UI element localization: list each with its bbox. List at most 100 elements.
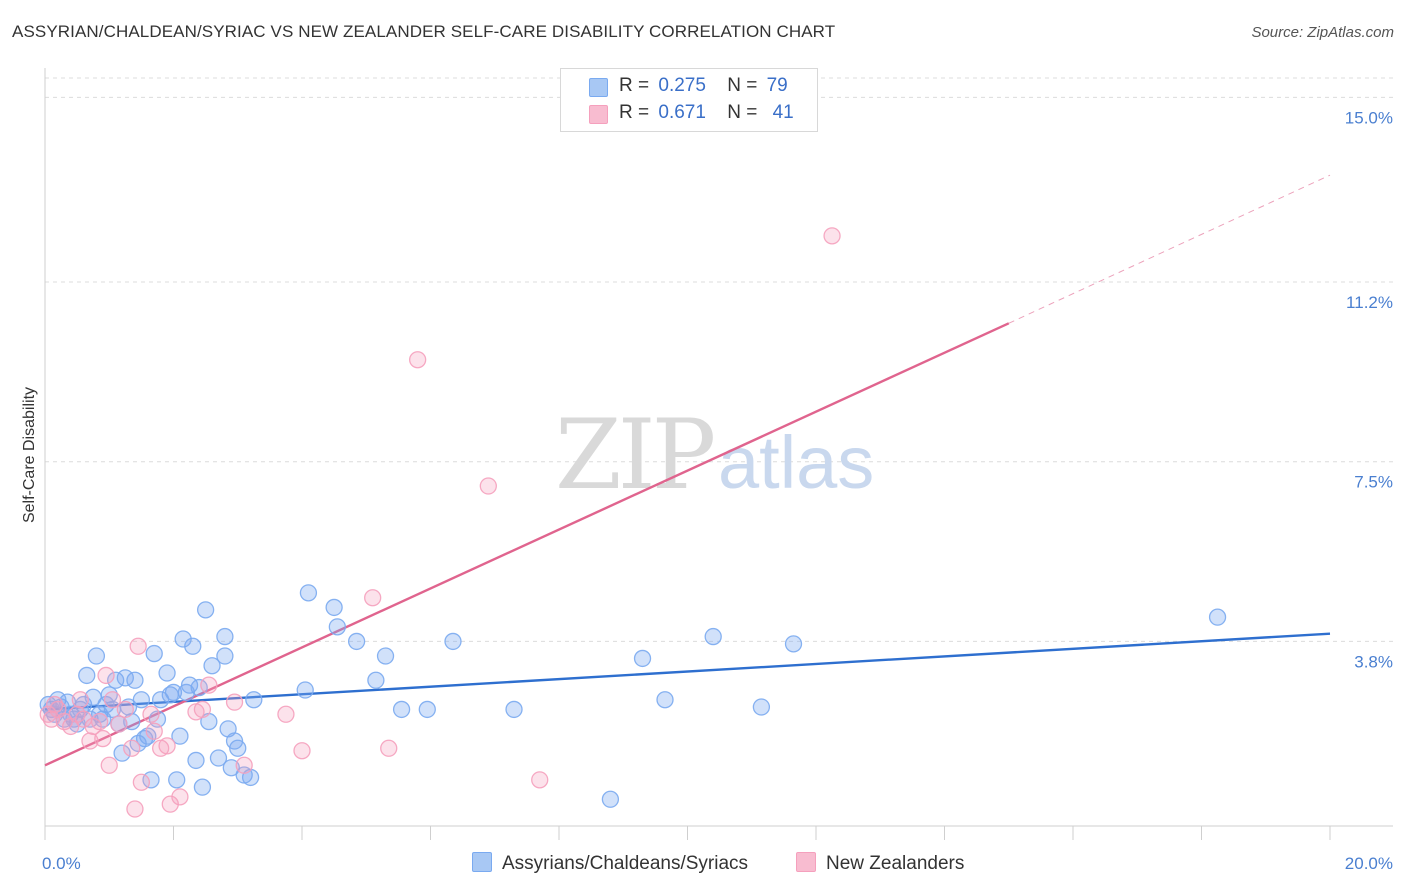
point-assyrian — [216, 647, 234, 665]
point-newzealand — [132, 773, 151, 791]
point-assyrian — [656, 691, 674, 709]
point-assyrian — [444, 632, 462, 651]
bottom-legend-newzealand: New Zealanders — [796, 852, 964, 875]
y-axis-label: Self-Care Disability — [21, 387, 38, 523]
point-assyrian — [752, 698, 771, 716]
x-tick-label-max: 20.0% — [1345, 854, 1393, 873]
point-newzealand — [97, 666, 115, 685]
point-newzealand — [200, 676, 218, 694]
point-assyrian — [187, 751, 205, 770]
point-assyrian — [209, 749, 228, 767]
point-newzealand — [103, 691, 122, 709]
point-newzealand — [110, 715, 128, 733]
point-newzealand — [145, 722, 163, 740]
trend-lines — [44, 174, 1331, 767]
y-tick-label: 3.8% — [1354, 652, 1393, 671]
legend-r-label: R = — [619, 102, 650, 123]
point-assyrian — [601, 790, 620, 808]
legend-n-label: N = — [727, 75, 758, 96]
point-assyrian — [78, 666, 96, 685]
point-assyrian — [418, 700, 436, 719]
point-assyrian — [245, 691, 263, 709]
data-points — [39, 227, 1227, 818]
point-newzealand — [126, 800, 144, 818]
point-assyrian — [171, 727, 189, 745]
point-assyrian — [126, 671, 144, 689]
point-assyrian — [222, 759, 240, 777]
point-assyrian — [113, 744, 131, 762]
point-newzealand — [81, 732, 99, 750]
point-newzealand — [129, 637, 147, 655]
bottom-legend-label: Assyrians/Chaldeans/Syriacs — [502, 853, 749, 874]
grid-lines — [45, 77, 1393, 642]
point-assyrian — [151, 691, 170, 709]
legend-swatch-assyrian — [589, 78, 608, 97]
point-newzealand — [364, 589, 382, 607]
point-newzealand — [531, 771, 549, 789]
point-newzealand — [171, 788, 189, 806]
correlation-legend: R = 0.275 N = 79 R = 0.671 N = 41 — [560, 68, 818, 132]
point-newzealand — [39, 705, 57, 723]
bottom-legend-label: New Zealanders — [826, 853, 965, 874]
point-assyrian — [328, 618, 346, 636]
point-newzealand — [380, 739, 398, 757]
legend-n-value: 41 — [772, 102, 794, 123]
point-newzealand — [42, 710, 61, 728]
point-newzealand — [100, 756, 118, 774]
trend-line-assyrian — [44, 632, 1331, 711]
watermark: ZIP atlas — [555, 399, 874, 511]
point-newzealand — [116, 700, 134, 719]
point-assyrian — [784, 635, 803, 653]
point-assyrian — [505, 700, 523, 719]
point-assyrian — [296, 681, 314, 699]
point-assyrian — [132, 691, 151, 709]
point-newzealand — [408, 351, 427, 369]
point-assyrian — [1208, 608, 1227, 626]
point-assyrian — [158, 664, 176, 682]
point-assyrian — [100, 686, 118, 704]
y-tick-label: 15.0% — [1345, 108, 1393, 127]
legend-n-value: 79 — [766, 75, 788, 96]
y-tick-label: 7.5% — [1354, 473, 1393, 492]
y-tick-label: 11.2% — [1346, 293, 1393, 312]
point-assyrian — [184, 637, 202, 655]
bottom-legend-swatch-assyrian — [472, 852, 492, 872]
point-assyrian — [347, 632, 366, 651]
point-assyrian — [367, 671, 385, 689]
point-assyrian — [229, 739, 247, 757]
legend-r-value: 0.671 — [658, 102, 706, 123]
point-newzealand — [94, 729, 112, 748]
point-assyrian — [87, 647, 106, 665]
watermark-atlas: atlas — [718, 421, 874, 504]
point-newzealand — [225, 693, 244, 711]
point-newzealand — [71, 691, 89, 709]
point-newzealand — [823, 227, 841, 245]
point-assyrian — [376, 647, 395, 665]
trend-line-newzealand-extrapolated — [1008, 174, 1331, 324]
point-newzealand — [90, 712, 109, 731]
point-newzealand — [142, 705, 160, 723]
point-assyrian — [164, 683, 183, 702]
tick-labels: 3.8% 7.5% 11.2% 15.0% 0.0% 20.0% — [42, 108, 1393, 873]
point-newzealand — [45, 695, 64, 714]
x-tick-label-min: 0.0% — [42, 854, 81, 873]
point-assyrian — [392, 700, 411, 719]
point-assyrian — [203, 657, 221, 675]
source-credit: Source: ZipAtlas.com — [1251, 24, 1394, 41]
point-assyrian — [193, 778, 212, 796]
point-assyrian — [325, 598, 343, 617]
bottom-legend-swatch-newzealand — [796, 852, 816, 872]
watermark-zip: ZIP — [555, 399, 714, 511]
point-assyrian — [196, 601, 215, 619]
point-assyrian — [216, 627, 234, 646]
point-assyrian — [704, 627, 722, 646]
point-assyrian — [145, 644, 163, 663]
point-newzealand — [293, 742, 311, 760]
point-newzealand — [235, 756, 253, 774]
bottom-legend-assyrian: Assyrians/Chaldeans/Syriacs — [472, 852, 748, 875]
chart-title: ASSYRIAN/CHALDEAN/SYRIAC VS NEW ZEALANDE… — [12, 22, 836, 41]
point-newzealand — [158, 737, 176, 755]
point-assyrian — [299, 584, 318, 602]
legend-n-label: N = — [727, 102, 758, 123]
